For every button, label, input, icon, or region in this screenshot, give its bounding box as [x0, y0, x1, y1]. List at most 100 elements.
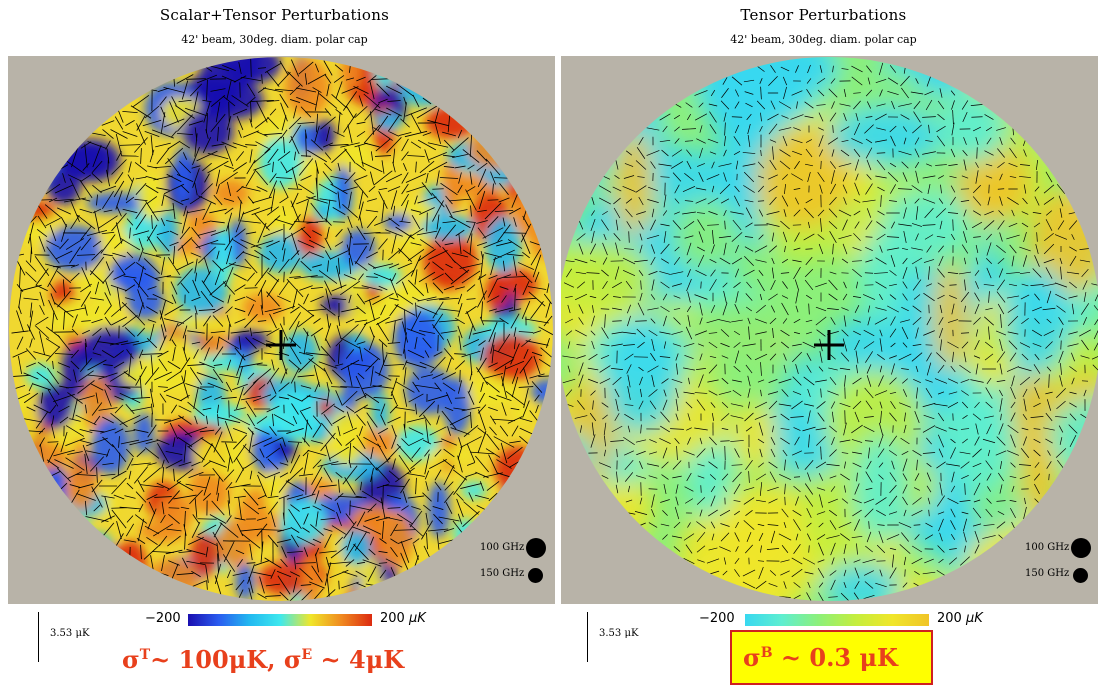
- polarization-stick: [804, 571, 814, 575]
- polarization-stick: [93, 415, 101, 425]
- polarization-stick: [710, 304, 716, 314]
- polarization-stick: [484, 252, 502, 258]
- polarization-stick: [224, 583, 234, 587]
- polarization-stick: [206, 112, 208, 134]
- polarization-stick: [745, 293, 753, 301]
- polarization-stick: [719, 319, 731, 323]
- polarization-stick: [156, 231, 170, 235]
- polarization-stick: [806, 78, 812, 84]
- polarization-stick: [840, 592, 850, 601]
- polarization-stick: [487, 216, 499, 228]
- polarization-stick: [938, 316, 944, 326]
- polarization-stick: [433, 351, 443, 357]
- polarization-stick: [674, 126, 680, 132]
- polarization-stick: [407, 495, 425, 499]
- polarization-stick: [407, 248, 425, 262]
- polarization-stick: [650, 415, 656, 419]
- polarization-stick: [217, 404, 219, 414]
- polarization-stick: [817, 209, 825, 217]
- polarization-stick: [902, 257, 908, 265]
- polarization-stick: [217, 126, 219, 142]
- polarization-stick: [1019, 474, 1031, 480]
- polarization-stick: [387, 186, 401, 192]
- polarization-stick: [288, 116, 302, 130]
- polarization-stick: [251, 206, 273, 216]
- polarization-stick: [829, 230, 837, 244]
- field-blob: [346, 278, 401, 329]
- polarization-stick: [922, 425, 936, 433]
- polarization-stick: [356, 582, 366, 588]
- polarization-stick: [699, 302, 703, 316]
- polarization-stick: [699, 353, 703, 361]
- polarization-stick: [287, 71, 303, 87]
- polarization-stick: [166, 528, 182, 532]
- polarization-stick: [983, 524, 995, 526]
- polarization-stick: [841, 258, 849, 264]
- polarization-stick: [731, 76, 743, 86]
- field-blob: [212, 179, 249, 208]
- polarization-stick: [795, 305, 799, 313]
- polarization-stick: [974, 340, 980, 350]
- polarization-stick: [158, 535, 168, 547]
- polarization-stick: [91, 249, 103, 261]
- polarization-stick: [407, 473, 425, 477]
- polarization-stick: [889, 391, 897, 395]
- polarization-stick: [167, 535, 181, 547]
- polarization-stick: [718, 235, 732, 239]
- polarization-stick: [102, 416, 114, 424]
- polarization-stick: [120, 439, 140, 445]
- polarization-stick: [745, 510, 753, 516]
- polarization-stick: [706, 174, 720, 180]
- polarization-stick: [724, 135, 726, 147]
- polarization-stick: [879, 293, 883, 301]
- polarization-stick: [806, 592, 812, 601]
- polarization-stick: [265, 595, 281, 597]
- polarization-stick: [356, 414, 366, 426]
- polarization-stick: [304, 73, 308, 85]
- polarization-stick: [200, 437, 214, 447]
- polarization-stick: [132, 340, 150, 346]
- polarization-stick: [985, 460, 993, 470]
- polarization-stick: [852, 509, 862, 517]
- polarization-stick: [856, 364, 858, 374]
- polarization-stick: [367, 75, 377, 83]
- polarization-stick: [234, 296, 246, 302]
- polarization-stick: [91, 172, 103, 184]
- polarization-stick: [206, 415, 208, 425]
- polarization-stick: [269, 313, 277, 329]
- polarization-stick: [683, 391, 695, 395]
- polarization-stick: [602, 414, 608, 420]
- polarization-stick: [203, 476, 211, 496]
- polarization-stick: [926, 163, 932, 167]
- polarization-stick: [211, 143, 225, 147]
- polarization-stick: [37, 361, 47, 369]
- polarization-stick: [1043, 184, 1055, 194]
- polarization-stick: [69, 484, 81, 488]
- field-blob: [375, 112, 402, 131]
- polarization-stick: [613, 232, 621, 242]
- polarization-stick: [281, 546, 287, 558]
- polarization-stick: [974, 436, 980, 446]
- field-blob: [198, 57, 243, 112]
- polarization-stick: [379, 538, 387, 544]
- polarization-stick: [808, 545, 810, 553]
- polarization-stick: [854, 182, 860, 196]
- polarization-stick: [757, 438, 765, 444]
- polarization-stick: [1023, 149, 1027, 157]
- polarization-stick: [80, 141, 92, 149]
- polarization-stick: [36, 203, 48, 219]
- polarization-stick: [912, 317, 922, 325]
- polarization-stick: [624, 450, 634, 456]
- polarization-stick: [427, 528, 449, 532]
- polarization-stick: [767, 391, 779, 395]
- polarization-stick: [461, 406, 481, 412]
- polarization-stick: [963, 531, 967, 543]
- polarization-stick: [261, 529, 285, 531]
- polarization-stick: [854, 221, 860, 229]
- polarization-stick: [624, 459, 634, 471]
- polarization-stick: [1059, 328, 1063, 338]
- polarization-stick: [57, 334, 71, 352]
- polarization-stick: [235, 250, 245, 260]
- polarization-stick: [314, 125, 320, 143]
- field-blob: [1031, 515, 1070, 601]
